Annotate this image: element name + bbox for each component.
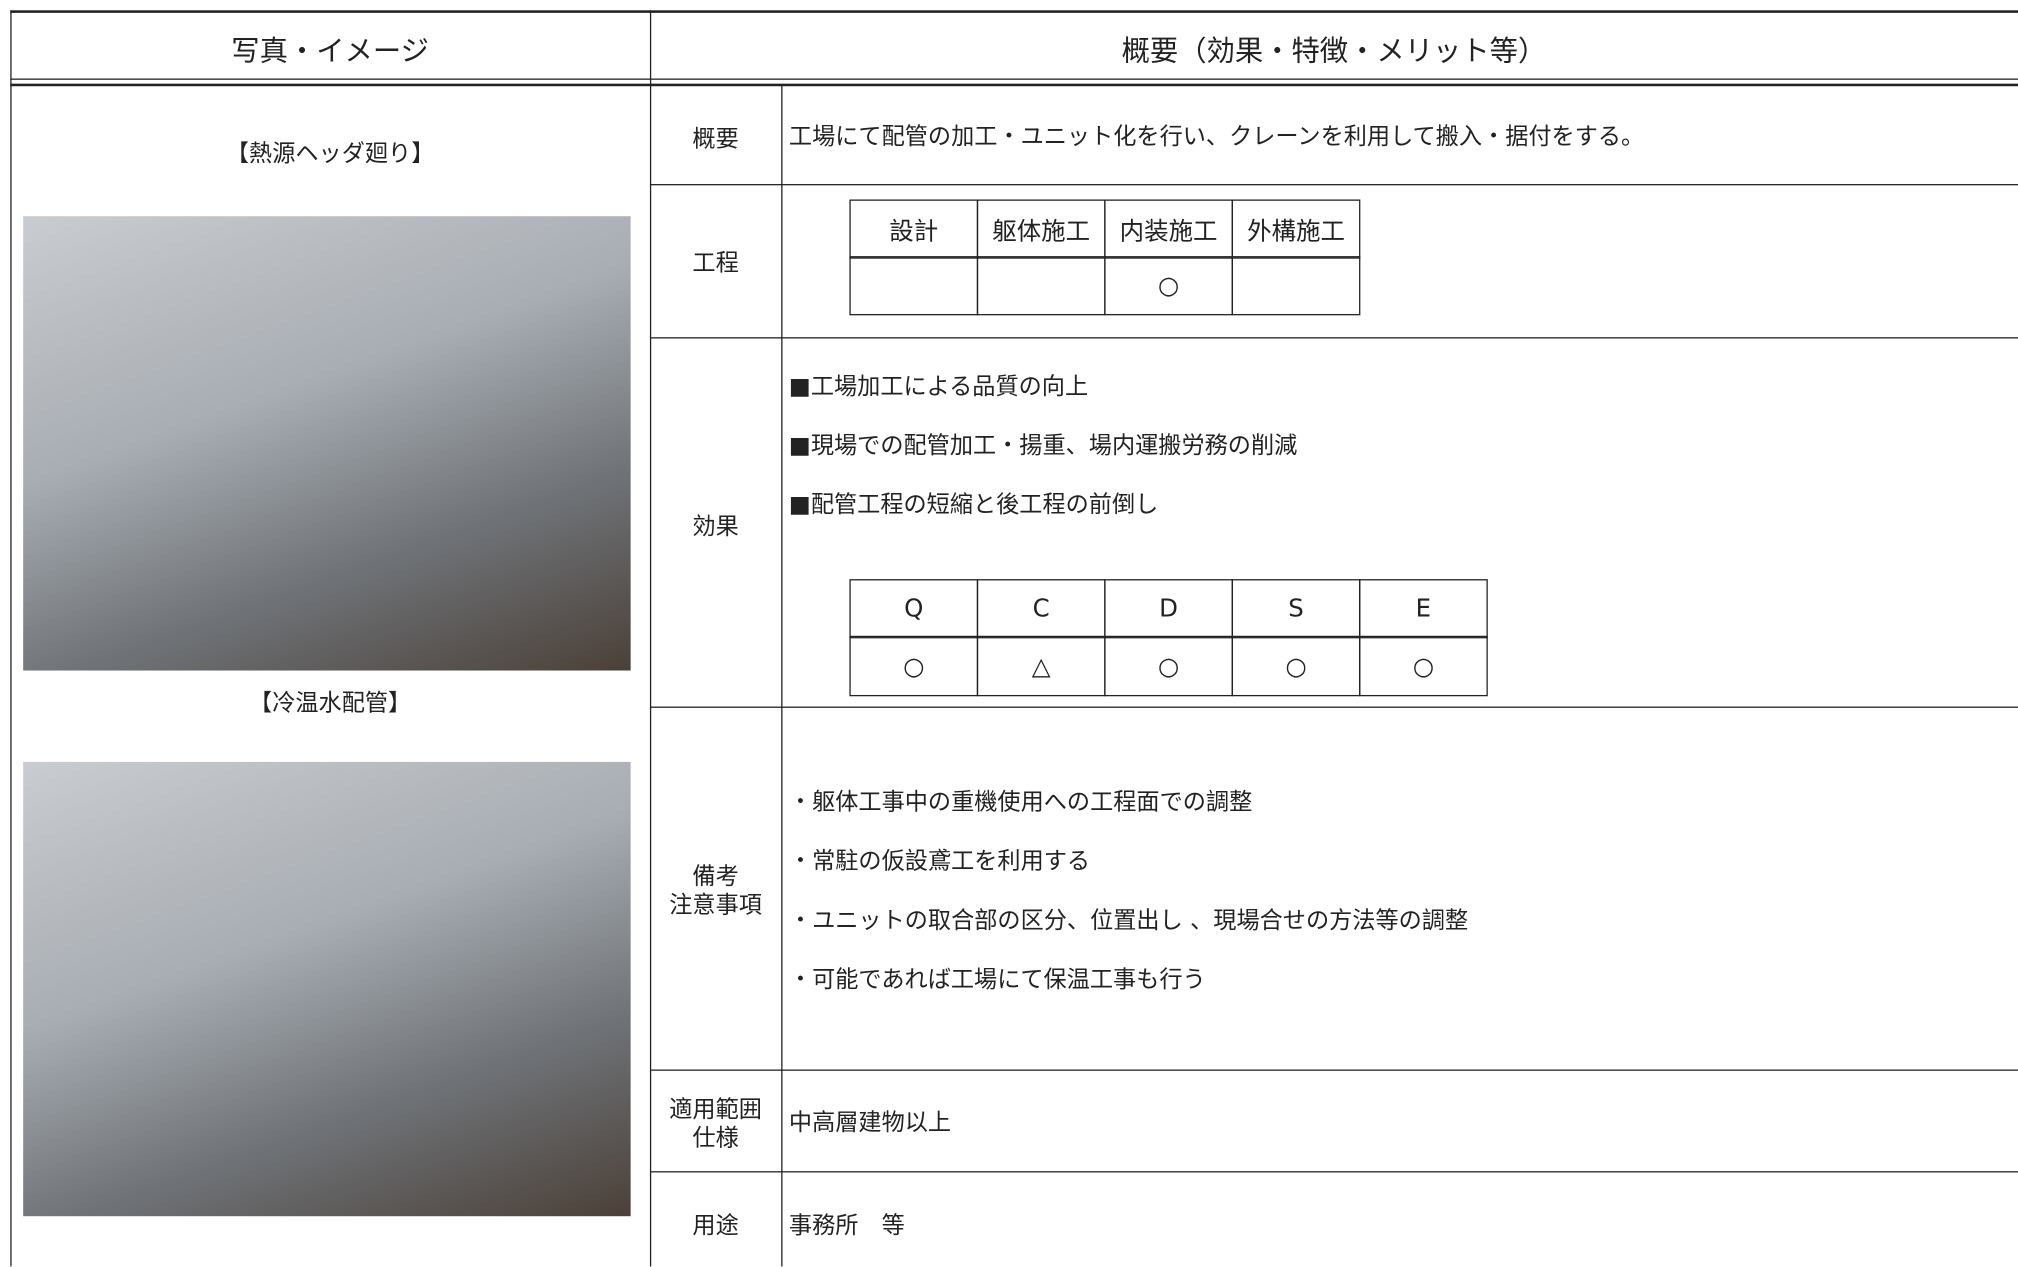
border <box>781 84 783 1267</box>
border <box>10 83 2018 87</box>
border <box>649 1069 2018 1071</box>
header-cell: 写真・イメージ <box>231 36 429 69</box>
row-label: 備考 <box>692 863 739 891</box>
photo-caption: 【熱源ヘッダ廻り】 <box>225 140 435 168</box>
table-header-cell: D <box>1104 579 1233 639</box>
note-item: ・躯体工事中の重機使用への工程面での調整 <box>788 788 1253 816</box>
photo-caption: 【冷温水配管】 <box>249 689 412 717</box>
photo <box>23 216 631 671</box>
table-header-cell: 設計 <box>849 199 979 259</box>
border <box>649 1171 2018 1173</box>
overview-text: 工場にて配管の加工・ユニット化を行い、クレーンを利用して搬入・据付をする。 <box>788 123 1645 151</box>
row-label: 工程 <box>692 249 739 277</box>
table-header-cell: E <box>1359 579 1488 639</box>
table-cell: ○ <box>1104 256 1233 316</box>
table-header-cell: 躯体施工 <box>976 199 1106 259</box>
table-cell <box>849 256 979 316</box>
table-header-cell: Q <box>849 579 979 639</box>
border <box>10 10 12 1267</box>
effect-item: ■配管工程の短縮と後工程の前倒し <box>788 491 1159 519</box>
table-cell: ○ <box>849 635 979 697</box>
row-label: 注意事項 <box>669 891 762 919</box>
table-cell <box>1231 256 1361 316</box>
border <box>649 184 2018 186</box>
table-header-cell: 外構施工 <box>1231 199 1361 259</box>
table-cell: ○ <box>1359 635 1488 697</box>
table-cell: ○ <box>1104 635 1233 697</box>
border <box>649 10 652 1267</box>
table-cell <box>976 256 1106 316</box>
photo <box>23 761 631 1217</box>
row-label: 仕様 <box>692 1124 739 1152</box>
border <box>10 78 2018 80</box>
border <box>10 10 2018 13</box>
border <box>649 706 2018 708</box>
table-header-cell: C <box>976 579 1106 639</box>
table-header-cell: S <box>1231 579 1361 639</box>
row-label: 効果 <box>692 513 739 541</box>
note-item: ・可能であれば工場にて保温工事も行う <box>788 966 1206 994</box>
note-item: ・常駐の仮設鳶工を利用する <box>788 848 1091 876</box>
row-label: 概要 <box>692 126 739 154</box>
effect-item: ■工場加工による品質の向上 <box>788 373 1089 401</box>
usage-text: 事務所 等 <box>788 1212 905 1240</box>
table-header-cell: 内装施工 <box>1104 199 1233 259</box>
header-cell: 概要（効果・特徴・メリット等） <box>1121 36 1547 69</box>
scope-text: 中高層建物以上 <box>788 1109 952 1137</box>
table-cell: △ <box>976 635 1106 697</box>
row-label: 適用範囲 <box>669 1096 762 1124</box>
note-item: ・ユニットの取合部の区分、位置出し 、現場合せの方法等の調整 <box>788 907 1469 935</box>
row-label: 用途 <box>692 1212 739 1240</box>
effect-item: ■現場での配管加工・揚重、場内運搬労務の削減 <box>788 432 1298 460</box>
table-cell: ○ <box>1231 635 1361 697</box>
border <box>649 337 2018 339</box>
